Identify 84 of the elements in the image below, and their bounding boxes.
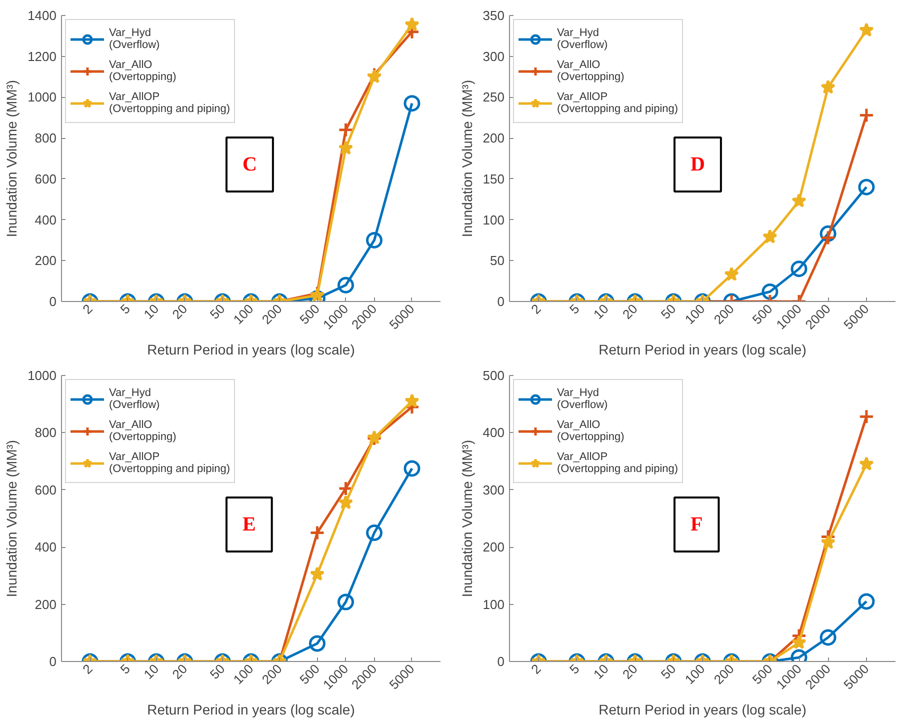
annotation: E <box>242 514 256 536</box>
x-tick-label: 50 <box>658 661 679 682</box>
y-tick-label: 400 <box>482 425 505 440</box>
y-tick-label: 1000 <box>28 90 56 105</box>
y-tick-label: 1400 <box>28 8 56 23</box>
y-tick-label: 200 <box>34 253 57 268</box>
x-tick-label: 2 <box>528 301 544 317</box>
x-axis-title: Return Period in years (log scale) <box>147 341 355 358</box>
y-tick-label: 0 <box>497 294 505 309</box>
y-tick-label: 500 <box>482 368 505 383</box>
annotation: D <box>690 154 705 176</box>
x-tick-label: 100 <box>682 661 708 688</box>
x-tick-label: 10 <box>590 661 612 682</box>
y-axis-title: Inundation Volume (MM³) <box>458 80 475 238</box>
y-tick-label: 100 <box>482 212 505 228</box>
legend-label: Var_Hyd (Overflow) <box>557 26 608 53</box>
legend-label: Var_AllOP (Overtopping and piping) <box>109 90 230 117</box>
x-tick-label: 20 <box>620 661 640 682</box>
y-axis-title: Inundation Volume (MM³) <box>4 80 20 238</box>
legend-label: Var_AllO (Overtopping) <box>109 418 176 445</box>
x-tick-label: 200 <box>258 301 285 328</box>
x-tick-label: 200 <box>710 661 737 688</box>
y-tick-label: 800 <box>34 425 57 440</box>
y-tick-label: 350 <box>482 8 505 23</box>
x-tick-label: 10 <box>140 301 162 322</box>
y-tick-label: 400 <box>34 212 57 228</box>
y-tick-label: 600 <box>34 482 57 498</box>
x-tick-label: 2 <box>528 661 544 677</box>
x-axis-title: Return Period in years (log scale) <box>598 701 806 718</box>
y-tick-label: 600 <box>34 171 57 186</box>
legend-label: Var_Hyd (Overflow) <box>557 386 608 413</box>
x-tick-label: 20 <box>169 301 190 322</box>
y-tick-label: 800 <box>34 130 57 146</box>
y-tick-label: 200 <box>482 130 505 146</box>
x-tick-label: 20 <box>620 301 640 322</box>
y-tick-label: 300 <box>482 482 505 498</box>
legend-label: Var_AllOP (Overtopping and piping) <box>557 90 678 117</box>
x-tick-label: 200 <box>258 661 285 688</box>
x-tick-label: 500 <box>749 301 776 328</box>
y-tick-label: 0 <box>497 654 505 669</box>
y-tick-label: 50 <box>490 253 505 268</box>
x-tick-label: 500 <box>749 661 776 688</box>
x-tick-label: 5 <box>117 661 134 677</box>
x-tick-label: 50 <box>206 301 228 322</box>
legend-label: Var_AllO (Overtopping) <box>109 58 176 85</box>
legend-label: Var_AllO (Overtopping) <box>557 418 624 445</box>
y-tick-label: 200 <box>482 540 505 555</box>
x-tick-label: 10 <box>140 661 162 682</box>
y-tick-label: 0 <box>49 294 57 309</box>
legend-label: Var_Hyd (Overflow) <box>109 26 160 53</box>
x-tick-label: 10 <box>590 301 612 322</box>
x-tick-label: 100 <box>230 661 256 688</box>
x-tick-label: 5 <box>566 301 582 317</box>
x-tick-label: 50 <box>658 301 679 322</box>
y-tick-label: 100 <box>482 596 505 612</box>
x-tick-label: 500 <box>296 301 323 328</box>
x-tick-label: 200 <box>710 301 737 328</box>
legend-label: Var_AllOP (Overtopping and piping) <box>109 450 230 477</box>
x-tick-label: 50 <box>206 661 228 682</box>
x-tick-label: 5 <box>566 661 582 677</box>
x-tick-label: 100 <box>682 301 708 328</box>
x-tick-label: 5 <box>117 301 134 317</box>
x-axis-title: Return Period in years (log scale) <box>598 341 806 358</box>
x-tick-label: 100 <box>230 301 256 328</box>
y-tick-label: 0 <box>49 654 57 669</box>
annotation: F <box>690 514 703 536</box>
y-tick-label: 200 <box>34 596 57 612</box>
y-tick-label: 300 <box>482 48 505 64</box>
y-axis-title: Inundation Volume (MM³) <box>458 440 475 598</box>
x-axis-title: Return Period in years (log scale) <box>147 701 355 718</box>
y-tick-label: 250 <box>482 90 505 105</box>
y-tick-label: 1200 <box>28 48 56 64</box>
x-tick-label: 2 <box>80 661 96 677</box>
x-tick-label: 2 <box>80 301 96 317</box>
annotation: C <box>242 154 257 176</box>
y-tick-label: 150 <box>482 171 505 186</box>
y-axis-title: Inundation Volume (MM³) <box>4 440 20 598</box>
x-tick-label: 500 <box>296 661 323 688</box>
y-tick-label: 1000 <box>28 368 56 383</box>
x-tick-label: 20 <box>169 661 190 682</box>
legend-label: Var_Hyd (Overflow) <box>109 386 160 413</box>
legend-label: Var_AllOP (Overtopping and piping) <box>557 450 678 477</box>
y-tick-label: 400 <box>34 540 57 555</box>
legend-label: Var_AllO (Overtopping) <box>557 58 624 85</box>
